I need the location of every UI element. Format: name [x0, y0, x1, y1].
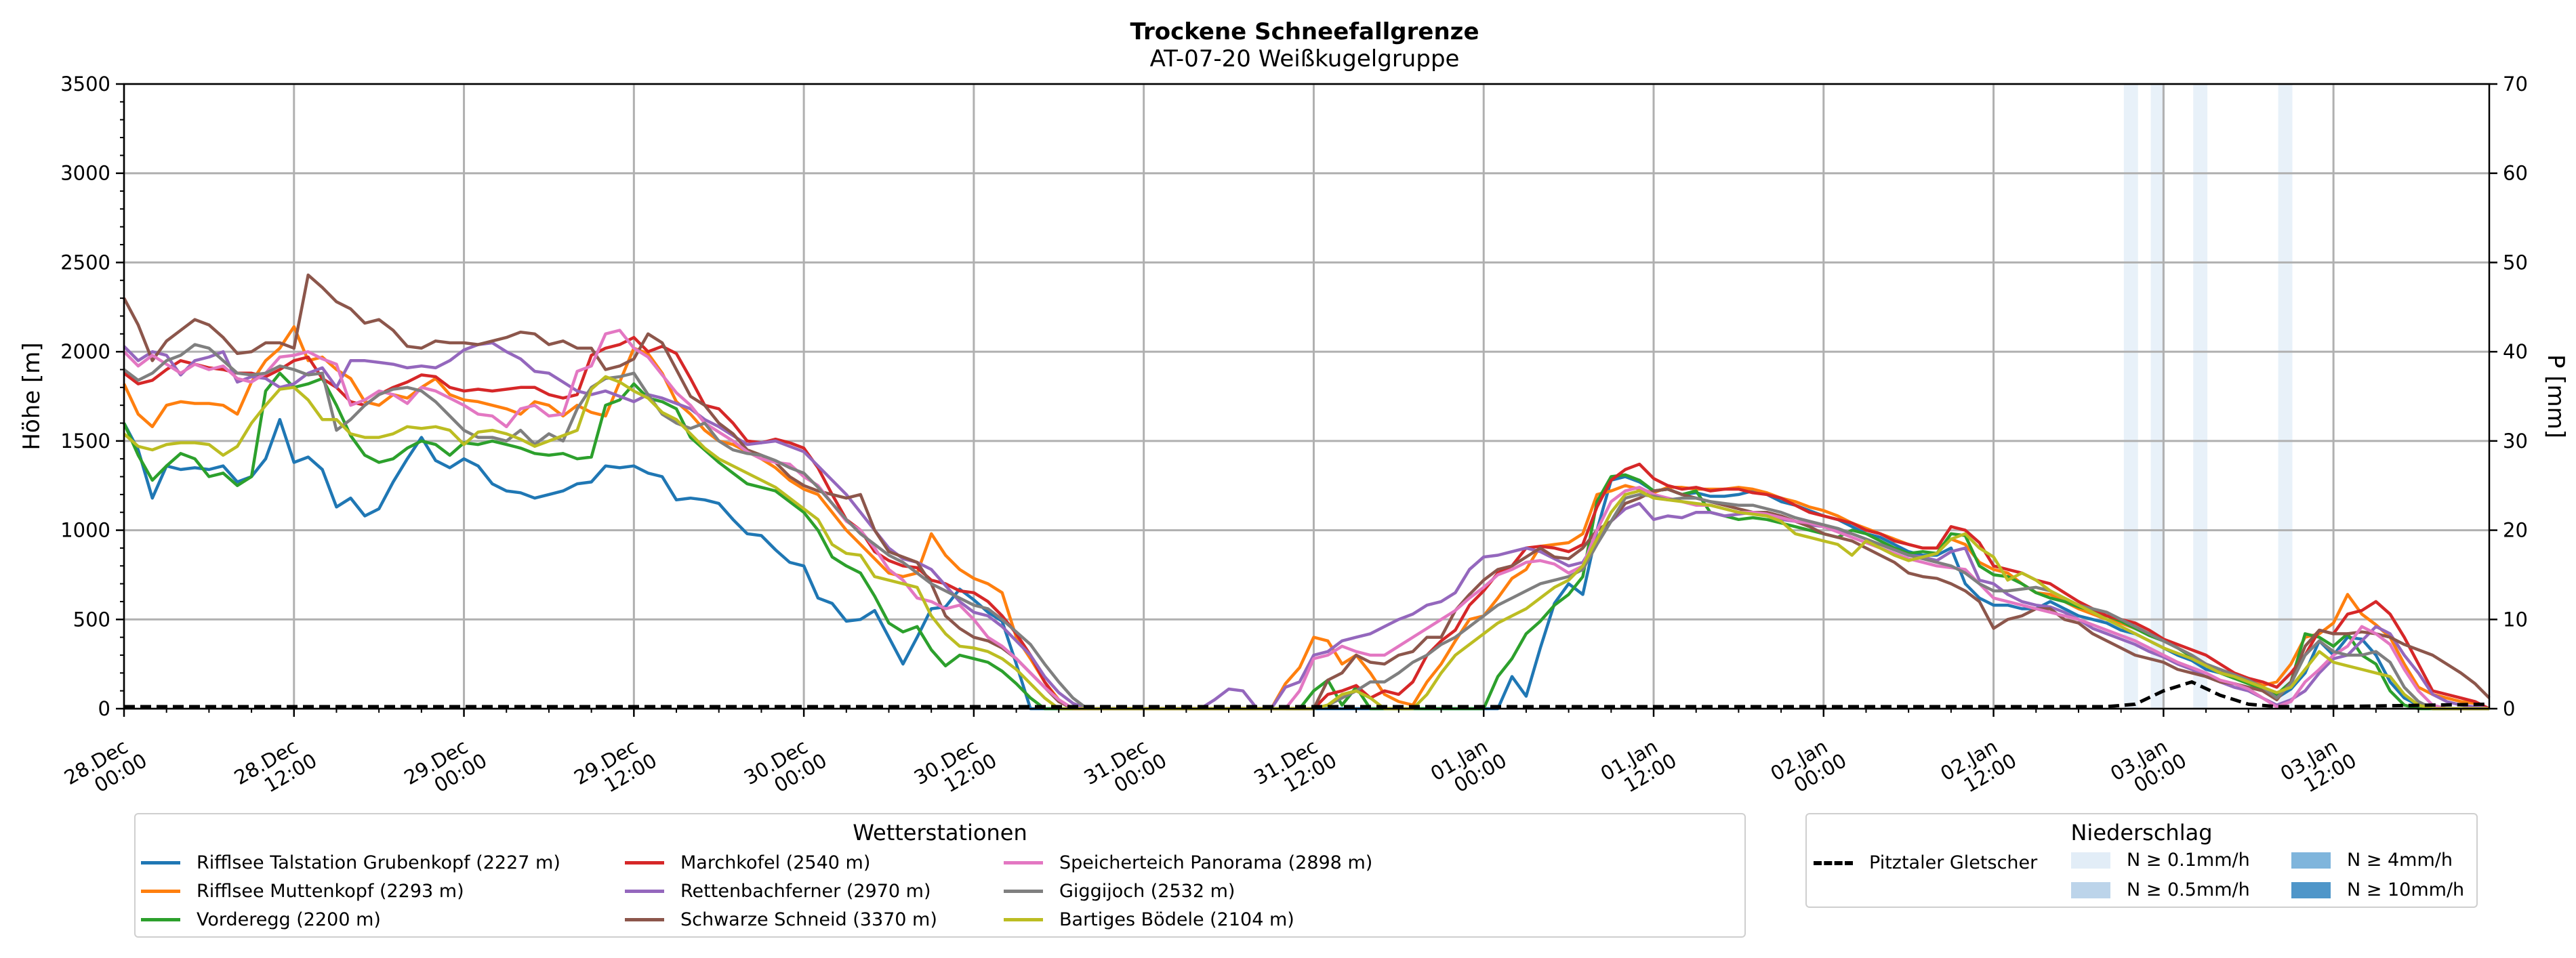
y-tick-label: 1500 [60, 430, 110, 453]
legend-precip-label: N ≥ 4mm/h [2347, 850, 2453, 871]
series-lines [122, 273, 2491, 711]
stations-legend: Wetterstationen Rifflsee Talstation Grub… [134, 813, 1746, 938]
legend-precip-item: N ≥ 4mm/h [2291, 850, 2453, 871]
x-tick-label: 31.Dec00:00 [1080, 730, 1171, 808]
reference-line [124, 680, 2490, 709]
y-right-tick-label: 70 [2503, 72, 2528, 96]
legend-station-label: Speicherteich Panorama (2898 m) [1059, 852, 1373, 873]
x-tick-label: 03.Jan12:00 [2276, 730, 2360, 804]
x-tick-label: 28.Dec12:00 [230, 730, 321, 808]
y-tick-label: 3000 [60, 162, 110, 185]
x-tick-label: 01.Jan12:00 [1597, 730, 1681, 804]
legend-station-label: Rettenbachferner (2970 m) [680, 881, 931, 902]
y-right-tick-label: 50 [2503, 251, 2528, 274]
x-tick-label: 30.Dec00:00 [740, 730, 831, 808]
legend-station-label: Bartiges Bödele (2104 m) [1059, 909, 1294, 930]
precip-legend-title: Niederschlag [2070, 820, 2213, 846]
x-tick-label: 31.Dec12:00 [1250, 730, 1341, 808]
precip-band [2193, 84, 2208, 709]
precip-band [2123, 84, 2138, 709]
y-tick-label: 3500 [60, 72, 110, 96]
y-right-tick-label: 30 [2503, 430, 2528, 453]
y-tick-label: 2000 [60, 340, 110, 363]
x-tick-label: 30.Dec12:00 [910, 730, 1001, 808]
legend-station-item: Marchkofel (2540 m) [625, 852, 870, 873]
series-line [123, 343, 2489, 711]
legend-line-icon [625, 918, 664, 921]
x-tick-label: 28.Dec00:00 [60, 730, 151, 808]
legend-reference-item: Pitztaler Gletscher [1814, 852, 2037, 873]
legend-line-icon [141, 890, 180, 893]
legend-precip-label: N ≥ 0.5mm/h [2127, 879, 2250, 900]
legend-station-item: Rifflsee Muttenkopf (2293 m) [141, 881, 464, 902]
legend-station-label: Schwarze Schneid (3370 m) [680, 909, 937, 930]
legend-line-icon [625, 861, 664, 865]
legend-station-item: Vorderegg (2200 m) [141, 909, 381, 930]
legend-line-icon [1004, 861, 1043, 865]
y-axis-right-label: P [mm] [2542, 354, 2569, 438]
legend-box-icon [2071, 852, 2110, 869]
legend-line-icon [1004, 890, 1043, 893]
x-axis-ticks: 28.Dec00:00 28.Dec12:00 29.Dec00:00 29.Dec1… [60, 709, 2462, 808]
y-tick-label: 1000 [60, 519, 110, 542]
dashed-line-icon [1814, 860, 1853, 865]
legend-precip-label: N ≥ 10mm/h [2347, 879, 2465, 900]
legend-reference-label: Pitztaler Gletscher [1869, 852, 2038, 873]
x-tick-label: 01.Jan00:00 [1427, 730, 1511, 804]
series-line [123, 341, 2490, 711]
precip-band [2278, 84, 2293, 709]
legend-precip-item: N ≥ 0.1mm/h [2071, 850, 2250, 871]
legend-station-label: Rifflsee Muttenkopf (2293 m) [197, 881, 464, 902]
legend-station-item: Schwarze Schneid (3370 m) [625, 909, 937, 930]
x-tick-label: 29.Dec00:00 [401, 730, 491, 808]
x-tick-label: 02.Jan00:00 [1767, 730, 1851, 804]
legend-station-item: Speicherteich Panorama (2898 m) [1004, 852, 1372, 873]
legend-box-icon [2291, 852, 2331, 869]
y-tick-label: 0 [98, 697, 110, 720]
series-line [123, 329, 2489, 711]
reference-series-line [124, 680, 2490, 709]
legend-station-label: Vorderegg (2200 m) [197, 909, 381, 930]
legend-station-item: Rettenbachferner (2970 m) [625, 881, 931, 902]
chart-subtitle: AT-07-20 Weißkugelgruppe [1150, 45, 1460, 72]
x-tick-label: 29.Dec12:00 [570, 730, 661, 808]
legend-station-item: Giggijoch (2532 m) [1004, 881, 1235, 902]
legend-station-item: Rifflsee Talstation Grubenkopf (2227 m) [141, 852, 560, 873]
y-tick-label: 2500 [60, 251, 110, 274]
y-axis-left-ticks: 0 500 1000 1500 2000 2500 3000 3500 [60, 72, 124, 720]
legend-station-label: Marchkofel (2540 m) [680, 852, 871, 873]
y-right-tick-label: 20 [2503, 519, 2528, 542]
legend-line-icon [141, 861, 180, 865]
chart-title: Trockene Schneefallgrenze [1130, 18, 1479, 45]
legend-station-label: Rifflsee Talstation Grubenkopf (2227 m) [197, 852, 560, 873]
series-line [123, 273, 2491, 711]
series-line [123, 335, 2491, 711]
stations-legend-title: Wetterstationen [853, 820, 1027, 846]
legend-precip-item: N ≥ 0.5mm/h [2071, 879, 2250, 900]
legend-line-icon [625, 890, 664, 893]
y-axis-right-ticks: 0 10 20 30 40 50 60 70 [2489, 72, 2528, 720]
precip-legend: Niederschlag Pitztaler Gletscher N ≥ 0.1… [1805, 813, 2478, 908]
precip-band [2150, 84, 2165, 709]
precip-bands [2123, 84, 2293, 709]
plot-frame [123, 83, 2491, 710]
legend-precip-label: N ≥ 0.1mm/h [2127, 850, 2250, 871]
legend-line-icon [1004, 918, 1043, 921]
legend-precip-item: N ≥ 10mm/h [2291, 879, 2464, 900]
legend-box-icon [2071, 881, 2110, 898]
y-axis-left-label: Höhe [m] [18, 342, 45, 450]
legend-line-icon [141, 918, 180, 921]
legend-box-icon [2291, 881, 2331, 898]
y-right-tick-label: 0 [2503, 697, 2515, 720]
y-tick-label: 500 [73, 608, 110, 631]
legend-station-label: Giggijoch (2532 m) [1059, 881, 1235, 902]
y-right-tick-label: 40 [2503, 340, 2528, 363]
y-right-tick-label: 60 [2503, 162, 2528, 185]
x-tick-label: 02.Jan12:00 [1936, 730, 2020, 804]
y-right-tick-label: 10 [2503, 608, 2528, 631]
x-tick-label: 03.Jan00:00 [2106, 730, 2190, 804]
legend-station-item: Bartiges Bödele (2104 m) [1004, 909, 1294, 930]
